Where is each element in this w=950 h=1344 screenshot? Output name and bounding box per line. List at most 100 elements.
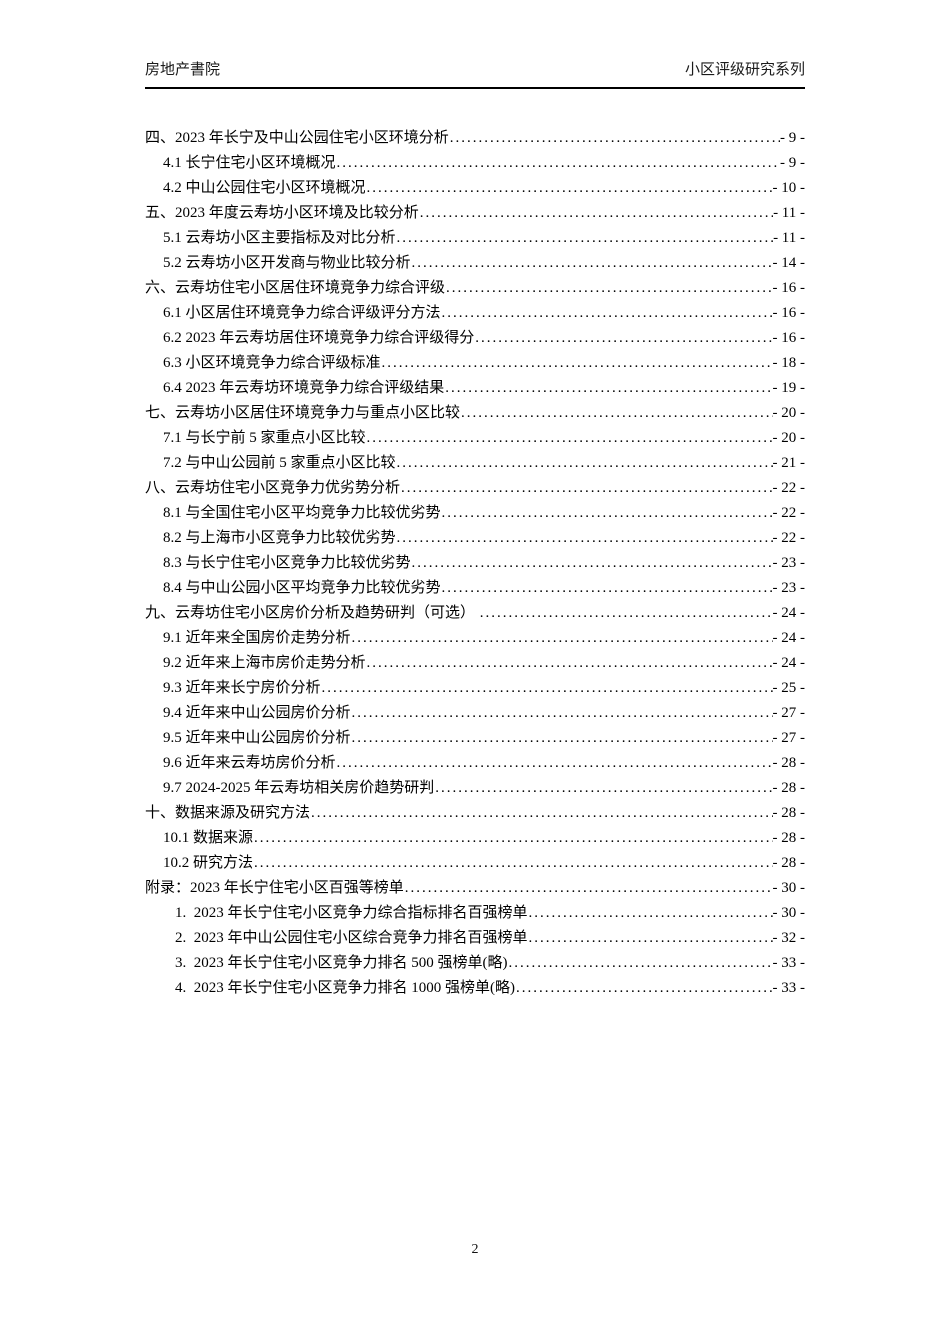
toc-entry-label: 9.5 近年来中山公园房价分析 (163, 730, 351, 746)
toc-entry[interactable]: 6.3 小区环境竞争力综合评级标准 ......................… (145, 351, 805, 376)
toc-dot-leader: ........................................… (254, 855, 772, 871)
toc-entry[interactable]: 5.1 云寿坊小区主要指标及对比分析 .....................… (145, 226, 805, 251)
toc-dot-leader: ........................................… (321, 680, 773, 696)
toc-entry[interactable]: 2. 2023 年中山公园住宅小区综合竞争力排名百强榜单 ...........… (145, 926, 805, 951)
toc-dot-leader: ........................................… (475, 330, 773, 346)
toc-entry[interactable]: 9.6 近年来云寿坊房价分析 .........................… (145, 751, 805, 776)
toc-dot-leader: ........................................… (449, 130, 780, 146)
toc-dot-leader: ........................................… (366, 180, 773, 196)
toc-entry-page: - 28 - (772, 855, 806, 871)
toc-entry-label: 9.6 近年来云寿坊房价分析 (163, 755, 336, 771)
toc-entry[interactable]: 5.2 云寿坊小区开发商与物业比较分析 ....................… (145, 251, 805, 276)
header-right-text: 小区评级研究系列 (684, 61, 805, 78)
toc-entry[interactable]: 附录：2023 年长宁住宅小区百强等榜单 ...................… (145, 876, 805, 901)
toc-entry-label: 4.2 中山公园住宅小区环境概况 (163, 180, 366, 196)
toc-dot-leader: ........................................… (404, 880, 773, 896)
toc-entry-label: 十、数据来源及研究方法 (145, 805, 311, 821)
toc-entry[interactable]: 9.1 近年来全国房价走势分析 ........................… (145, 626, 805, 651)
toc-entry-page: - 11 - (773, 205, 805, 221)
toc-entry[interactable]: 8.2 与上海市小区竞争力比较优劣势 .....................… (145, 526, 805, 551)
toc-entry[interactable]: 6.1 小区居住环境竞争力综合评级评分方法 ..................… (145, 301, 805, 326)
toc-entry[interactable]: 八、云寿坊住宅小区竞争力优劣势分析 ......................… (145, 476, 805, 501)
toc-entry[interactable]: 10.1 数据来源 ..............................… (145, 826, 805, 851)
toc-dot-leader: ........................................… (445, 380, 773, 396)
toc-entry[interactable]: 6.4 2023 年云寿坊环境竞争力综合评级结果 ...............… (145, 376, 805, 401)
toc-entry[interactable]: 7.1 与长宁前 5 家重点小区比较 .....................… (145, 426, 805, 451)
toc-entry[interactable]: 九、云寿坊住宅小区房价分析及趋势研判（可选） .................… (145, 601, 805, 626)
toc-entry-page: - 33 - (772, 955, 806, 971)
toc-entry[interactable]: 七、云寿坊小区居住环境竞争力与重点小区比较 ..................… (145, 401, 805, 426)
toc-entry[interactable]: 9.4 近年来中山公园房价分析 ........................… (145, 701, 805, 726)
toc-entry-label: 四、2023 年长宁及中山公园住宅小区环境分析 (145, 130, 449, 146)
toc-dot-leader: ........................................… (441, 580, 773, 596)
toc-entry[interactable]: 9.2 近年来上海市房价走势分析 .......................… (145, 651, 805, 676)
toc-entry[interactable]: 8.3 与长宁住宅小区竞争力比较优劣势 ....................… (145, 551, 805, 576)
toc-entry-label: 8.2 与上海市小区竞争力比较优劣势 (163, 530, 396, 546)
toc-entry[interactable]: 9.5 近年来中山公园房价分析 ........................… (145, 726, 805, 751)
toc-entry-page: - 24 - (772, 630, 806, 646)
toc-entry[interactable]: 3. 2023 年长宁住宅小区竞争力排名 500 强榜单(略) ........… (145, 951, 805, 976)
toc-entry[interactable]: 4. 2023 年长宁住宅小区竞争力排名 1000 强榜单(略) .......… (145, 976, 805, 1001)
toc-dot-leader: ........................................… (508, 955, 773, 971)
toc-entry[interactable]: 4.1 长宁住宅小区环境概况 .........................… (145, 151, 805, 176)
page-number: 2 (471, 1242, 479, 1257)
toc-dot-leader: ........................................… (366, 430, 773, 446)
toc-entry-page: - 22 - (772, 505, 806, 521)
toc-entry[interactable]: 1. 2023 年长宁住宅小区竞争力综合指标排名百强榜单 ...........… (145, 901, 805, 926)
toc-entry-page: - 16 - (772, 305, 806, 321)
toc-entry-page: - 24 - (772, 655, 806, 671)
toc-entry[interactable]: 四、2023 年长宁及中山公园住宅小区环境分析 ................… (145, 126, 805, 151)
toc-entry-page: - 25 - (772, 680, 806, 696)
toc-entry-page: - 30 - (772, 880, 806, 896)
toc-entry-page: - 9 - (780, 155, 805, 171)
toc-entry-page: - 33 - (772, 980, 806, 996)
toc-entry-page: - 28 - (772, 780, 806, 796)
toc-entry-label: 8.4 与中山公园小区平均竞争力比较优劣势 (163, 580, 441, 596)
toc-entry-page: - 9 - (780, 130, 805, 146)
toc-dot-leader: ........................................… (528, 930, 773, 946)
toc-entry[interactable]: 8.1 与全国住宅小区平均竞争力比较优劣势 ..................… (145, 501, 805, 526)
toc-entry-label: 附录：2023 年长宁住宅小区百强等榜单 (145, 880, 404, 896)
toc-entry[interactable]: 8.4 与中山公园小区平均竞争力比较优劣势 ..................… (145, 576, 805, 601)
toc-entry[interactable]: 六、云寿坊住宅小区居住环境竞争力综合评级 ...................… (145, 276, 805, 301)
toc-dot-leader: ........................................… (396, 530, 773, 546)
toc-entry-label: 九、云寿坊住宅小区房价分析及趋势研判（可选） (145, 605, 479, 621)
toc-entry-label: 2. 2023 年中山公园住宅小区综合竞争力排名百强榜单 (175, 930, 528, 946)
toc-entry[interactable]: 9.7 2024-2025 年云寿坊相关房价趋势研判 .............… (145, 776, 805, 801)
toc-entry[interactable]: 10.2 研究方法 ..............................… (145, 851, 805, 876)
toc-entry-page: - 16 - (772, 280, 806, 296)
toc-entry-label: 1. 2023 年长宁住宅小区竞争力综合指标排名百强榜单 (175, 905, 528, 921)
toc-dot-leader: ........................................… (441, 305, 773, 321)
toc-entry-label: 9.2 近年来上海市房价走势分析 (163, 655, 366, 671)
toc-entry[interactable]: 7.2 与中山公园前 5 家重点小区比较 ...................… (145, 451, 805, 476)
toc-entry[interactable]: 五、2023 年度云寿坊小区环境及比较分析 ..................… (145, 201, 805, 226)
toc-entry-label: 7.1 与长宁前 5 家重点小区比较 (163, 430, 366, 446)
toc-entry-label: 8.3 与长宁住宅小区竞争力比较优劣势 (163, 555, 411, 571)
toc-entry-label: 五、2023 年度云寿坊小区环境及比较分析 (145, 205, 419, 221)
toc-entry-page: - 23 - (772, 580, 806, 596)
toc-entry[interactable]: 4.2 中山公园住宅小区环境概况 .......................… (145, 176, 805, 201)
toc-dot-leader: ........................................… (401, 480, 772, 496)
toc-entry-page: - 30 - (772, 905, 806, 921)
toc-entry[interactable]: 十、数据来源及研究方法 ............................… (145, 801, 805, 826)
toc-dot-leader: ........................................… (411, 255, 773, 271)
toc-entry-page: - 22 - (772, 480, 806, 496)
toc-dot-leader: ........................................… (411, 555, 773, 571)
toc-entry-page: - 27 - (772, 705, 806, 721)
toc-entry-label: 9.4 近年来中山公园房价分析 (163, 705, 351, 721)
toc-entry-label: 9.7 2024-2025 年云寿坊相关房价趋势研判 (163, 780, 435, 796)
page-footer: 2 (0, 1242, 950, 1258)
toc-entry[interactable]: 9.3 近年来长宁房价分析 ..........................… (145, 676, 805, 701)
page-header: 房地产書院 小区评级研究系列 (145, 60, 805, 89)
toc-entry-page: - 19 - (772, 380, 806, 396)
toc-entry-page: - 21 - (772, 455, 806, 471)
toc-dot-leader: ........................................… (254, 830, 772, 846)
toc-entry[interactable]: 6.2 2023 年云寿坊居住环境竞争力综合评级得分 .............… (145, 326, 805, 351)
table-of-contents: 四、2023 年长宁及中山公园住宅小区环境分析 ................… (145, 126, 805, 1001)
toc-entry-label: 9.3 近年来长宁房价分析 (163, 680, 321, 696)
toc-dot-leader: ........................................… (441, 505, 773, 521)
toc-entry-label: 6.2 2023 年云寿坊居住环境竞争力综合评级得分 (163, 330, 475, 346)
toc-dot-leader: ........................................… (396, 455, 773, 471)
toc-entry-page: - 24 - (772, 605, 806, 621)
